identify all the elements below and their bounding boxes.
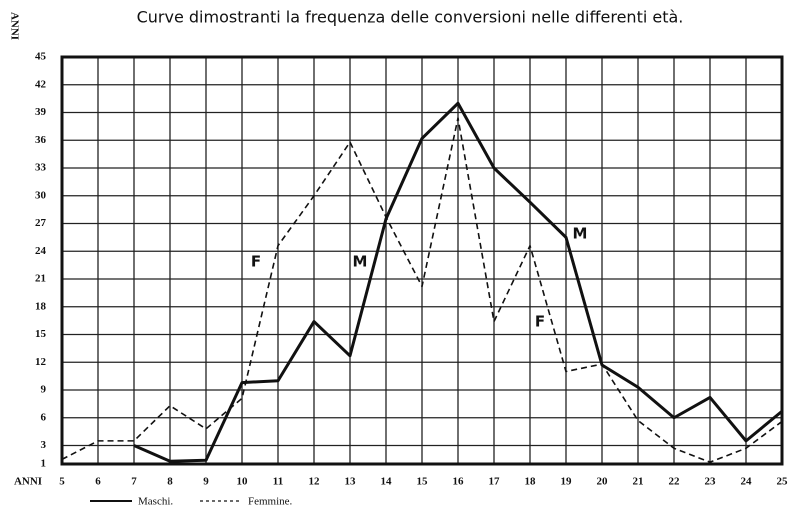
x-tick-label: 20 xyxy=(597,476,609,488)
y-tick-label: 15 xyxy=(35,328,47,340)
x-tick-label: 15 xyxy=(417,476,429,488)
x-tick-label: 13 xyxy=(345,476,357,488)
legend-label: Femmine. xyxy=(248,496,293,508)
y-tick-label: 3 xyxy=(41,439,47,451)
legend-label: Maschi. xyxy=(138,496,173,508)
y-tick-label: 12 xyxy=(35,356,47,368)
annotation: M xyxy=(573,225,588,243)
x-axis-label: ANNI xyxy=(14,476,42,488)
x-tick-label: 8 xyxy=(167,476,173,488)
x-tick-label: 21 xyxy=(633,476,644,488)
y-tick-label: 33 xyxy=(35,162,47,174)
x-tick-label: 14 xyxy=(381,476,393,488)
x-tick-label: 23 xyxy=(705,476,717,488)
x-tick-label: 7 xyxy=(131,476,137,488)
x-tick-label: 22 xyxy=(669,476,681,488)
y-tick-label: 18 xyxy=(35,300,47,312)
y-tick-label: 27 xyxy=(35,217,47,229)
plot-frame xyxy=(60,55,784,466)
x-tick-label: 5 xyxy=(59,476,65,488)
series-line xyxy=(133,101,783,463)
y-axis-label: ANNI xyxy=(8,12,20,40)
x-tick-label: 10 xyxy=(237,476,249,488)
y-tick-label: 1 xyxy=(41,458,47,470)
x-tick-label: 16 xyxy=(453,476,465,488)
series-line xyxy=(61,117,783,463)
y-tick-label: 39 xyxy=(35,106,47,118)
annotation: M xyxy=(353,253,368,271)
x-tick-label: 17 xyxy=(489,476,501,488)
y-tick-label: 45 xyxy=(35,51,47,63)
x-tick-label: 19 xyxy=(561,476,573,488)
x-tick-label: 6 xyxy=(95,476,101,488)
x-tick-label: 24 xyxy=(741,476,753,488)
y-tick-label: 6 xyxy=(41,411,47,423)
x-tick-label: 18 xyxy=(525,476,537,488)
y-tick-label: 42 xyxy=(35,78,47,90)
annotation: F xyxy=(535,313,545,331)
y-tick-label: 21 xyxy=(35,273,46,285)
x-tick-label: 11 xyxy=(273,476,283,488)
annotation: F xyxy=(251,253,261,271)
y-tick-label: 30 xyxy=(35,189,47,201)
x-tick-label: 9 xyxy=(203,476,209,488)
x-tick-label: 12 xyxy=(309,476,321,488)
chart-title: Curve dimostranti la frequenza delle con… xyxy=(137,8,684,27)
x-tick-label: 25 xyxy=(777,476,789,488)
y-tick-label: 36 xyxy=(35,134,47,146)
y-tick-label: 9 xyxy=(41,384,47,396)
y-tick-label: 24 xyxy=(35,245,47,257)
